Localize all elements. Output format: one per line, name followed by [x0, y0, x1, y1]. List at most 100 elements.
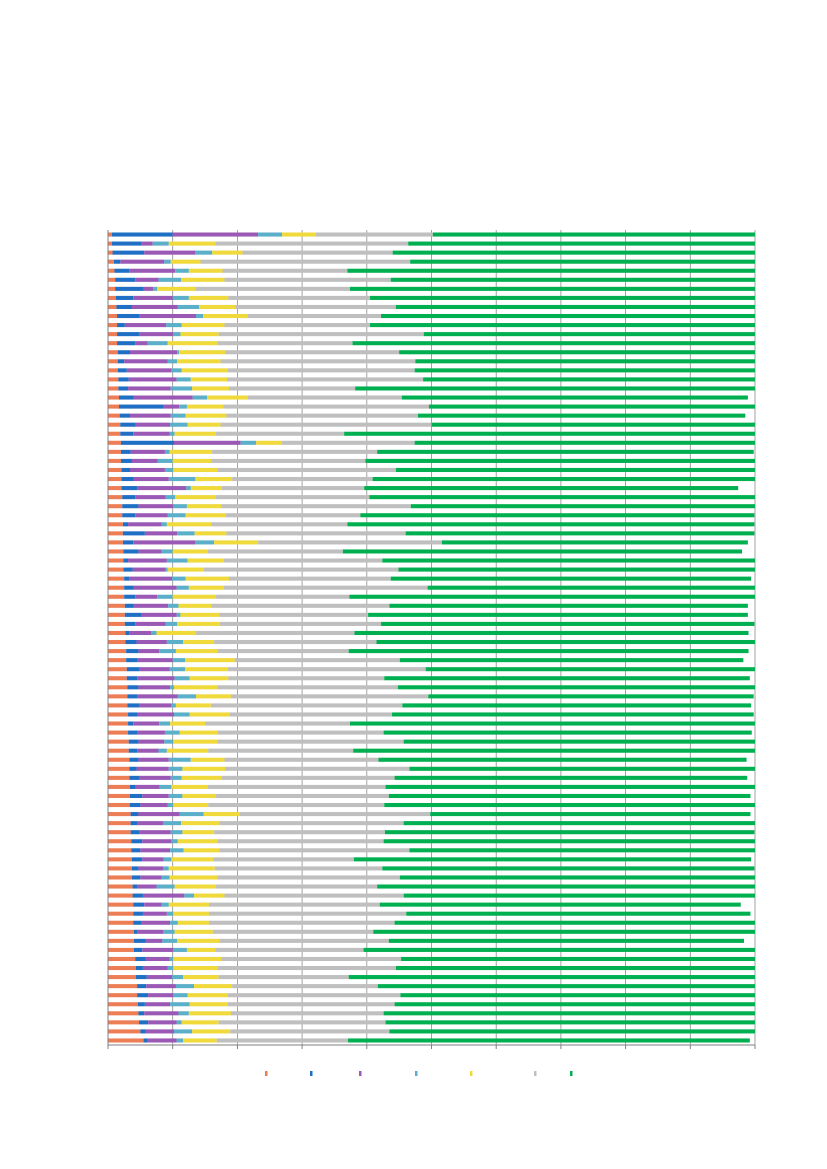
bar-row-80-series-3 — [142, 947, 174, 952]
bar-row-59-series-4 — [168, 757, 191, 762]
bar-row-75-series-7 — [379, 902, 741, 907]
bar-row-60-series-5 — [182, 766, 226, 771]
bar-row-28-series-1 — [108, 476, 122, 482]
bar-row-15-series-3 — [124, 359, 168, 364]
bar-row-86-series-4 — [170, 1002, 190, 1007]
bar-row-9-series-3 — [131, 304, 178, 310]
bar-row-81-series-4 — [169, 956, 174, 962]
bar-row-56-series-3 — [137, 730, 165, 735]
bar-row-54-series-5 — [189, 712, 230, 717]
bar-row-25-series-5 — [169, 449, 213, 454]
bar-row-23-series-1 — [108, 431, 121, 436]
bar-row-56-series-5 — [179, 730, 218, 735]
bar-row-87-series-7 — [383, 1011, 755, 1016]
bar-row-83-series-1 — [108, 975, 136, 980]
bar-row-31-series-2 — [122, 504, 139, 509]
bar-row-28-series-6 — [232, 476, 373, 482]
bar-row-39-series-3 — [129, 576, 173, 581]
bar-row-47-series-5 — [175, 649, 218, 654]
bar-row-10-series-4 — [195, 313, 204, 319]
bar-row-76-series-4 — [166, 911, 174, 916]
bar-row-48-series-2 — [126, 658, 138, 663]
bar-row-86-series-7 — [394, 1002, 755, 1007]
bar-row-55-series-2 — [128, 721, 134, 726]
bar-row-75-series-1 — [108, 902, 134, 907]
bar-row-68-series-6 — [217, 839, 384, 844]
bar-row-13-series-1 — [108, 341, 118, 346]
bar-row-6-series-2 — [115, 277, 136, 282]
bar-row-13-series-3 — [135, 341, 148, 346]
bar-row-40-series-7 — [427, 585, 755, 590]
bar-row-27-series-2 — [121, 467, 130, 473]
bar-row-30-series-1 — [108, 495, 123, 500]
bar-row-31-series-7 — [410, 504, 755, 509]
bar-row-39-series-5 — [185, 576, 229, 581]
bar-row-62-series-7 — [385, 784, 755, 789]
bar-row-60-series-4 — [168, 766, 183, 771]
bars-area — [108, 232, 755, 1043]
bar-row-57-series-5 — [173, 739, 218, 744]
legend-swatch-3 — [359, 1071, 362, 1076]
bar-row-84-series-6 — [232, 984, 378, 989]
bar-row-75-series-4 — [161, 902, 169, 907]
bar-row-28-series-5 — [195, 476, 233, 482]
bar-row-77-series-1 — [108, 920, 134, 925]
bar-row-89-series-3 — [145, 1029, 174, 1034]
bar-row-50-series-7 — [384, 676, 750, 681]
bar-row-73-series-5 — [174, 884, 217, 889]
bar-row-52-series-4 — [177, 694, 196, 699]
bar-row-51-series-5 — [173, 685, 218, 690]
bar-row-17-series-2 — [118, 377, 129, 382]
bar-row-24-series-6 — [282, 440, 415, 445]
bar-row-6-series-4 — [158, 277, 182, 282]
bar-row-24-series-4 — [240, 440, 257, 445]
bar-row-81-series-3 — [145, 956, 170, 962]
bar-row-6-series-5 — [181, 277, 225, 282]
bar-row-69-series-1 — [108, 848, 132, 853]
bar-row-12-series-1 — [108, 332, 118, 337]
bar-row-39-series-1 — [108, 576, 125, 581]
bar-row-66-series-5 — [181, 821, 220, 826]
bar-row-76-series-5 — [173, 911, 209, 916]
bar-row-42-series-4 — [168, 603, 179, 608]
bar-row-74-series-1 — [108, 893, 133, 898]
bar-row-40-series-4 — [176, 585, 189, 590]
bar-row-8-series-4 — [172, 295, 189, 300]
bar-row-42-series-1 — [108, 603, 125, 608]
bar-row-51-series-1 — [108, 685, 128, 690]
bar-row-59-series-7 — [378, 757, 747, 762]
bar-row-65-series-6 — [239, 812, 431, 817]
bar-row-30-series-7 — [369, 495, 755, 500]
bar-row-33-series-7 — [347, 522, 755, 527]
bar-row-58-series-5 — [166, 748, 209, 753]
bar-row-50-series-3 — [137, 676, 175, 681]
bar-row-89-series-1 — [108, 1029, 141, 1034]
bar-row-35-series-4 — [195, 540, 215, 545]
bar-row-78-series-7 — [373, 929, 755, 934]
bar-row-38-series-7 — [398, 567, 755, 572]
bar-row-71-series-4 — [162, 866, 169, 871]
bar-row-65-series-4 — [179, 812, 204, 817]
bar-row-25-series-3 — [130, 449, 165, 454]
bar-row-13-series-7 — [352, 341, 755, 346]
bar-row-79-series-3 — [145, 938, 163, 943]
bar-row-46-series-5 — [183, 639, 215, 645]
bar-row-42-series-5 — [178, 603, 212, 608]
bar-row-33-series-1 — [108, 522, 123, 527]
bar-row-70-series-7 — [353, 857, 752, 862]
bar-row-54-series-4 — [173, 712, 190, 717]
bar-row-79-series-7 — [388, 938, 745, 943]
bar-row-78-series-1 — [108, 929, 134, 934]
bar-row-73-series-3 — [137, 884, 157, 889]
bar-row-9-series-4 — [177, 304, 200, 310]
bar-row-42-series-2 — [124, 603, 134, 608]
bar-row-3-series-1 — [108, 250, 113, 255]
bar-row-33-series-4 — [161, 522, 167, 527]
bar-row-26-series-5 — [172, 458, 212, 463]
bar-row-53-series-1 — [108, 703, 128, 708]
bar-row-23-series-6 — [216, 431, 345, 436]
bar-row-33-series-5 — [166, 522, 212, 527]
bar-row-83-series-3 — [146, 975, 173, 980]
bar-row-72-series-1 — [108, 875, 132, 880]
bar-row-2-series-7 — [408, 241, 755, 246]
